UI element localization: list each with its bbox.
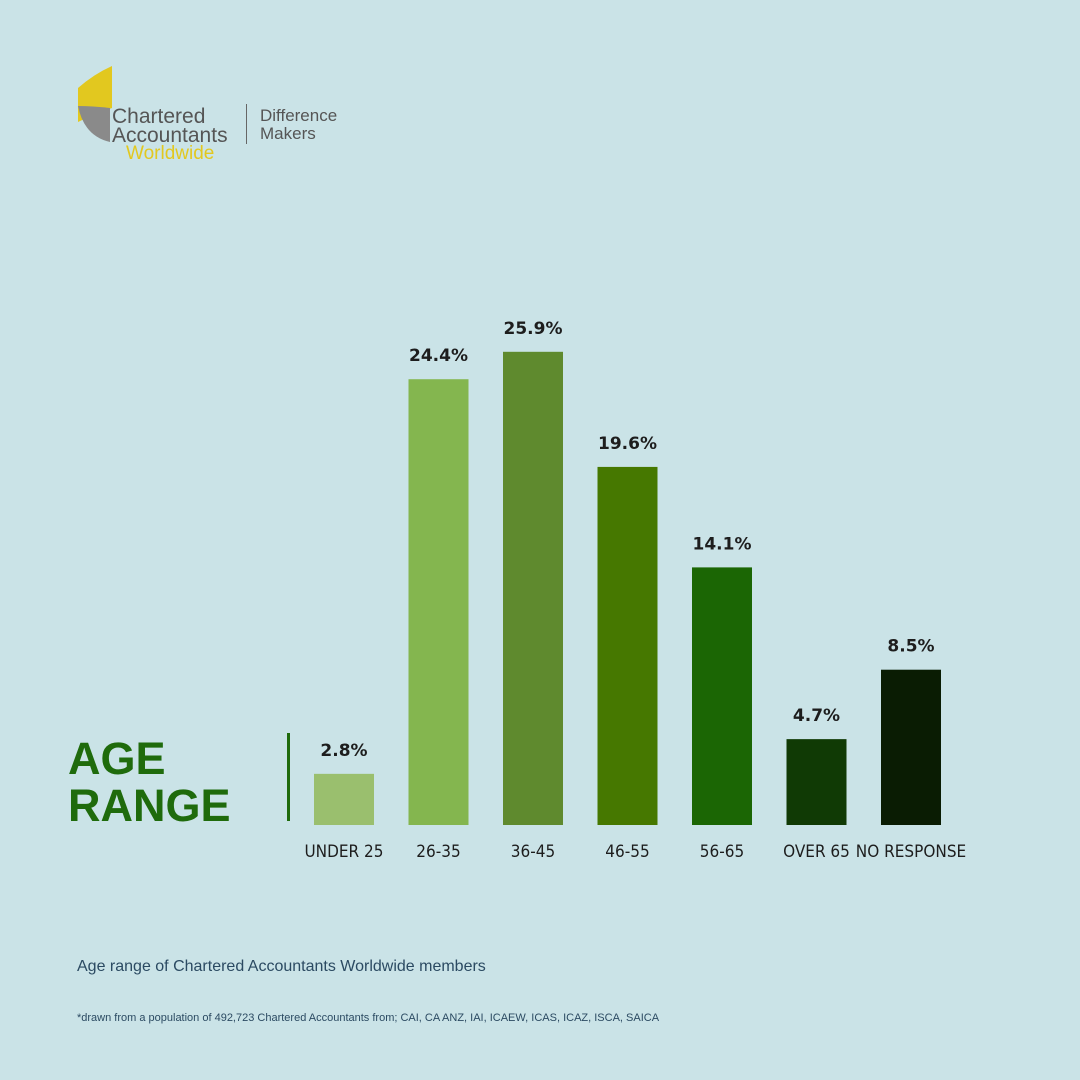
footnote: *drawn from a population of 492,723 Char… bbox=[77, 1012, 660, 1024]
title-rule bbox=[287, 733, 290, 821]
bar-2 bbox=[503, 351, 563, 825]
bar-3 bbox=[597, 466, 658, 825]
category-label-0: UNDER 25 bbox=[304, 842, 383, 862]
logo-line2: Accountants bbox=[112, 124, 228, 147]
caption: Age range of Chartered Accountants World… bbox=[77, 958, 486, 975]
category-label-6: NO RESPONSE bbox=[856, 842, 966, 862]
tagline-line2: Makers bbox=[260, 124, 316, 143]
data-label-6: 8.5% bbox=[887, 637, 934, 657]
bar-0 bbox=[314, 773, 374, 825]
category-label-2: 36-45 bbox=[511, 842, 555, 862]
category-label-1: 26-35 bbox=[416, 842, 460, 862]
logo-mark-icon bbox=[78, 66, 112, 142]
title-line1: AGE bbox=[68, 733, 166, 784]
logo-line3: Worldwide bbox=[126, 143, 215, 164]
chart-title: AGE RANGE bbox=[68, 735, 231, 829]
category-label-5: OVER 65 bbox=[783, 842, 850, 862]
title-line2: RANGE bbox=[68, 780, 231, 831]
tagline-line1: Difference bbox=[260, 106, 338, 125]
bar-6 bbox=[881, 669, 941, 825]
data-label-0: 2.8% bbox=[320, 741, 367, 761]
data-label-1: 24.4% bbox=[409, 346, 468, 366]
bar-1 bbox=[408, 379, 469, 825]
category-label-4: 56-65 bbox=[700, 842, 744, 862]
data-label-3: 19.6% bbox=[598, 434, 657, 454]
logo: Chartered Accountants Worldwide Differen… bbox=[74, 66, 364, 166]
data-label-5: 4.7% bbox=[793, 706, 840, 726]
data-label-2: 25.9% bbox=[504, 319, 563, 339]
data-label-4: 14.1% bbox=[693, 534, 752, 554]
logo-divider bbox=[246, 104, 247, 144]
bar-chart: 2.8% UNDER 25 24.4% 26-35 25.9% 36-45 19.6% 46-… bbox=[304, 319, 966, 862]
logo-line1: Chartered bbox=[112, 105, 206, 128]
bar-5 bbox=[786, 739, 847, 825]
bar-4 bbox=[692, 567, 752, 825]
category-label-3: 46-55 bbox=[605, 842, 649, 862]
